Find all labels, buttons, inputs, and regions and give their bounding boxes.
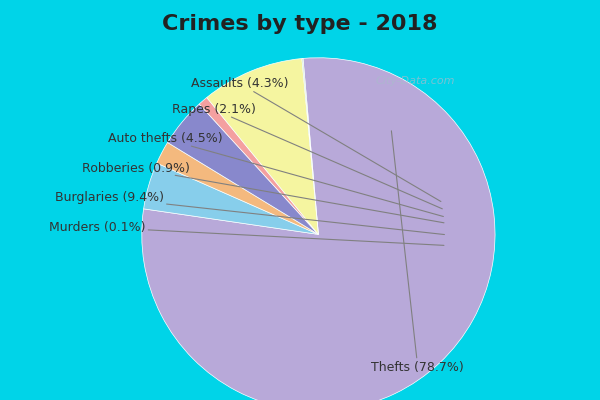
Text: Murders (0.1%): Murders (0.1%) <box>49 221 444 245</box>
Text: Rapes (2.1%): Rapes (2.1%) <box>172 103 442 209</box>
Text: Crimes by type - 2018: Crimes by type - 2018 <box>162 14 438 34</box>
Text: Burglaries (9.4%): Burglaries (9.4%) <box>55 191 445 234</box>
Text: Thefts (78.7%): Thefts (78.7%) <box>371 131 464 374</box>
Text: City-Data.com: City-Data.com <box>375 76 455 86</box>
Wedge shape <box>207 58 319 234</box>
Text: Robberies (0.9%): Robberies (0.9%) <box>82 162 444 223</box>
Wedge shape <box>157 142 319 234</box>
Wedge shape <box>142 58 495 400</box>
Text: Assaults (4.3%): Assaults (4.3%) <box>191 77 441 202</box>
Wedge shape <box>167 104 319 234</box>
Text: Auto thefts (4.5%): Auto thefts (4.5%) <box>108 132 443 216</box>
Wedge shape <box>143 163 319 234</box>
Wedge shape <box>199 98 319 234</box>
Wedge shape <box>302 58 319 234</box>
